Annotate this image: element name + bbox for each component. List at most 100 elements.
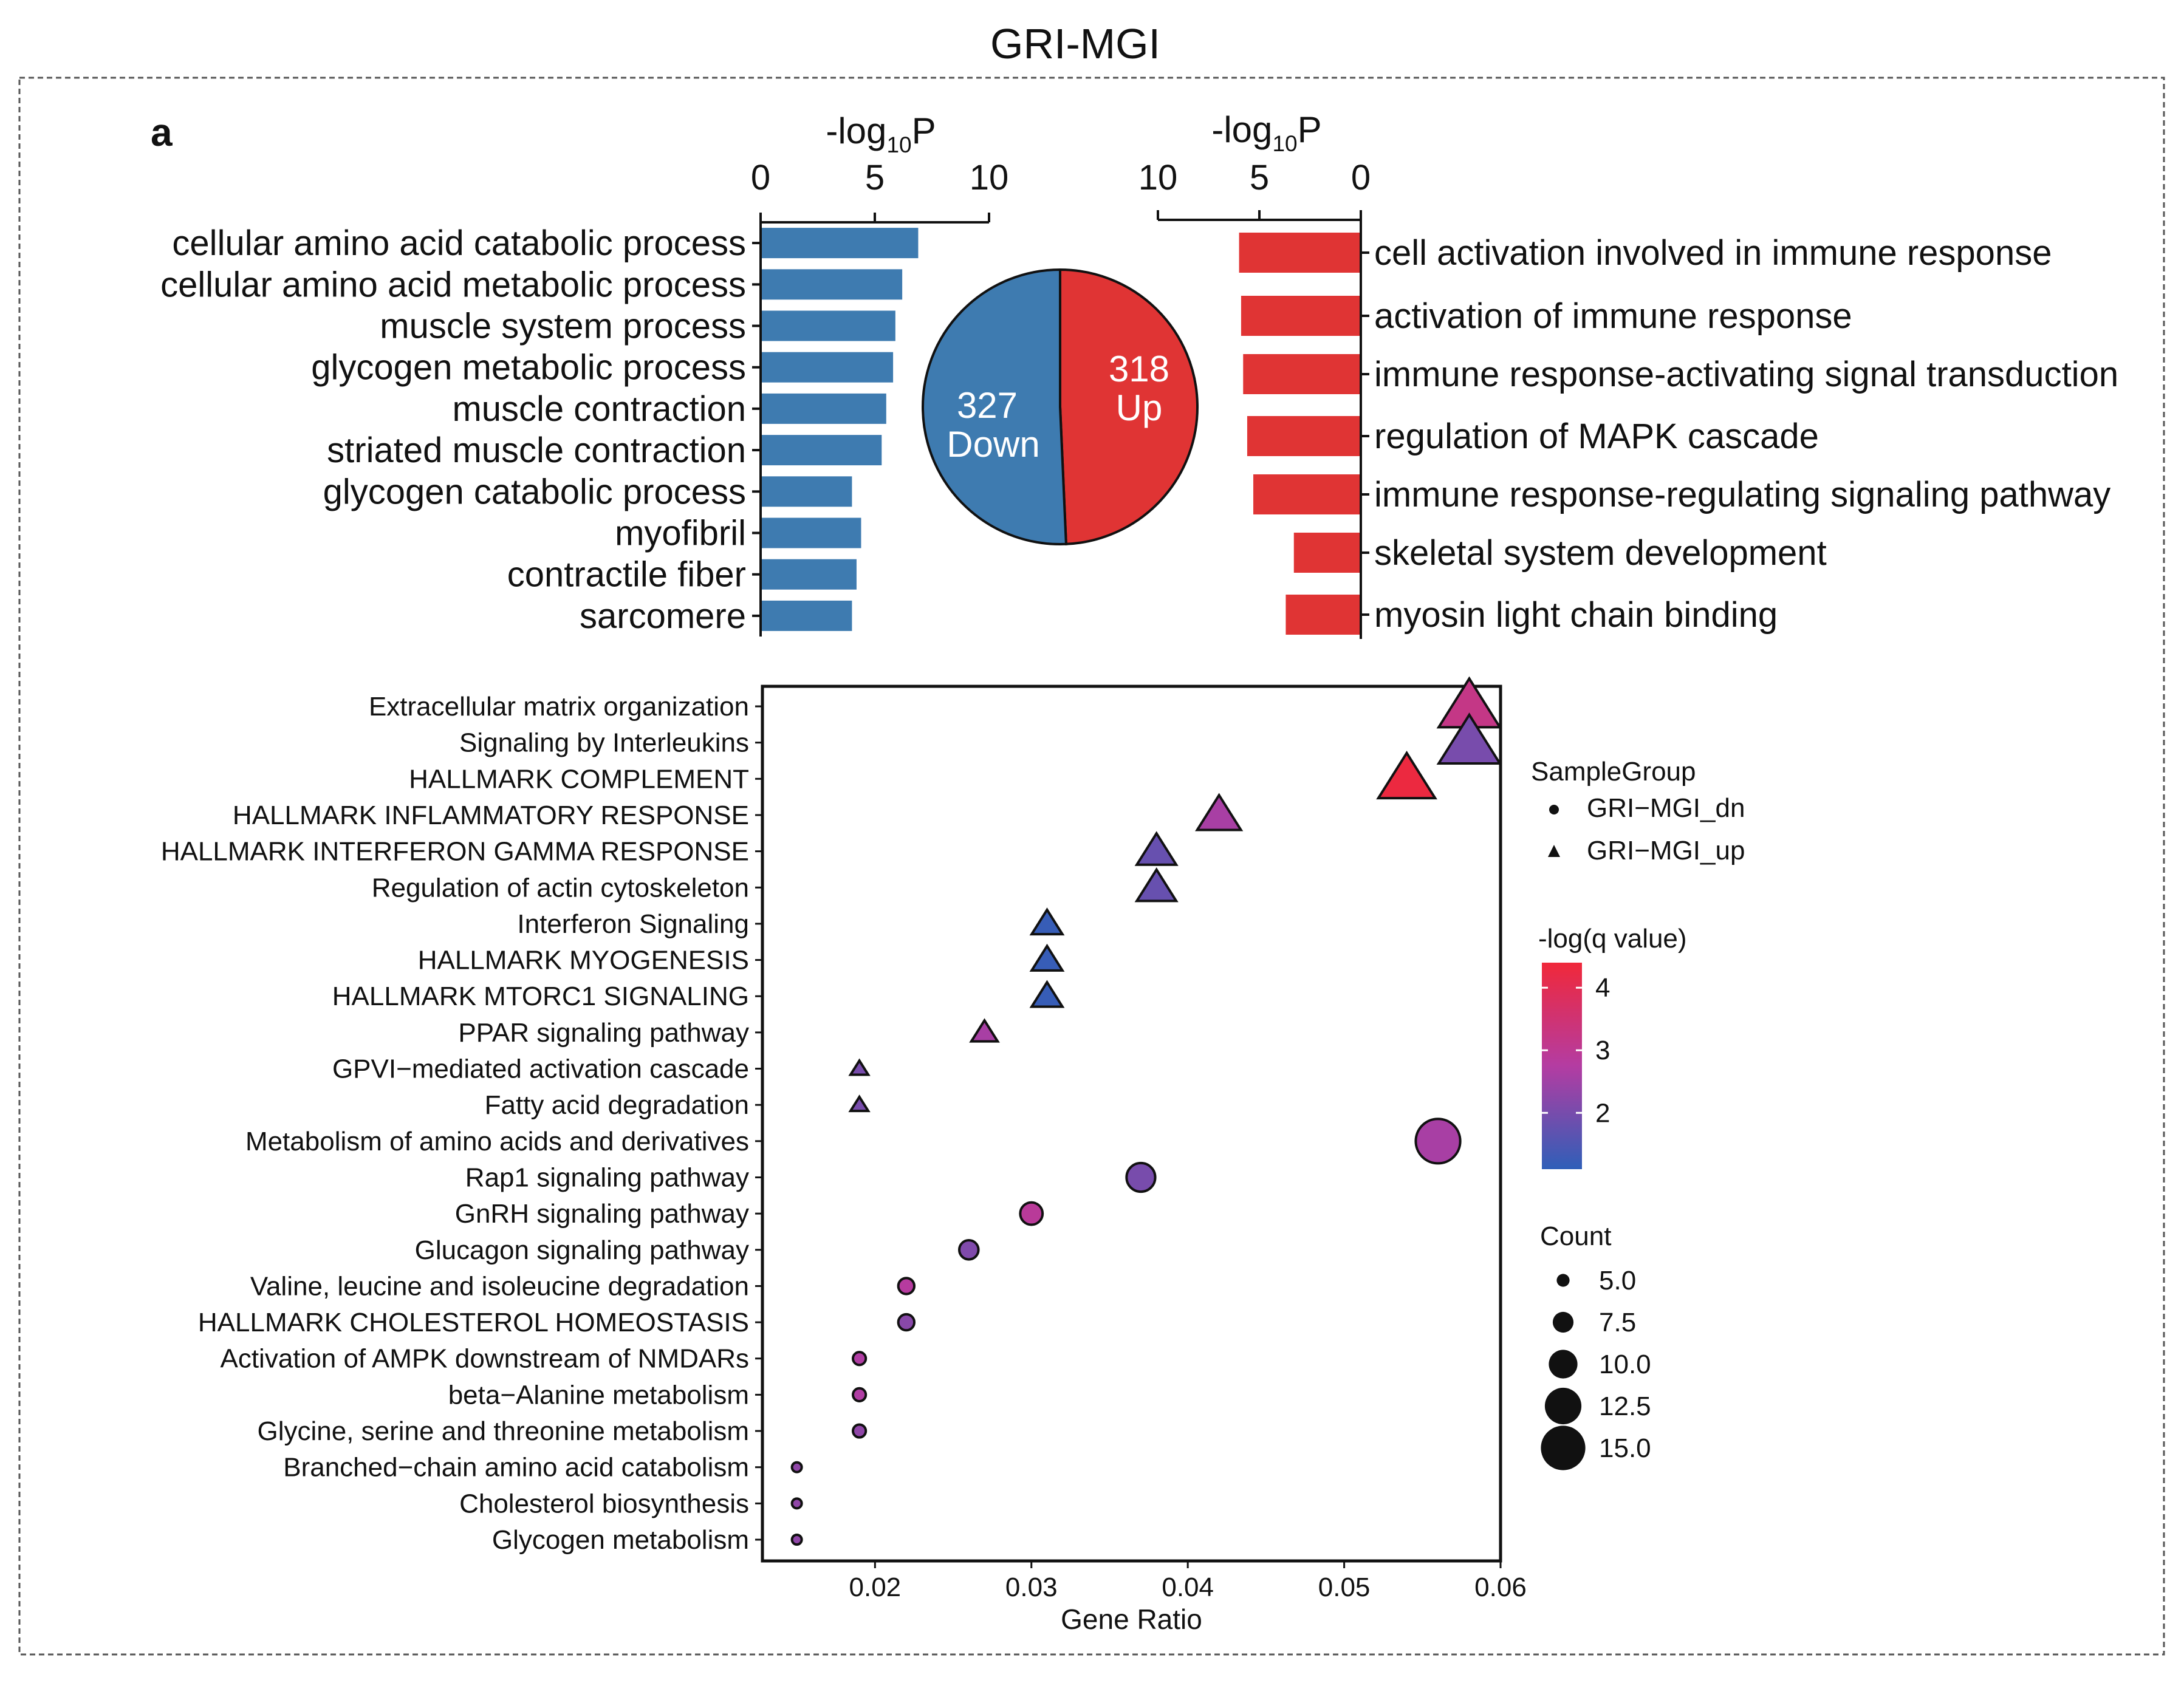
up-bar: [1241, 296, 1360, 336]
legend-size-circle: [1544, 1387, 1582, 1425]
dot-point-triangle: [848, 1094, 871, 1113]
dot-point-triangle: [1134, 867, 1179, 903]
dot-point-circle: [1414, 1118, 1462, 1165]
legend-color-tick-label: 3: [1595, 1036, 1610, 1065]
legend-shape-title: SampleGroup: [1531, 757, 1696, 787]
legend-size-circle: [1552, 1311, 1574, 1333]
up-bar: [1239, 233, 1360, 273]
dot-point-triangle: [969, 1018, 1000, 1043]
legend-color-bar: [1542, 963, 1582, 1169]
pie-slice-up: [1059, 268, 1199, 545]
down-category-label: glycogen catabolic process: [323, 472, 746, 511]
dot-point-circle: [897, 1313, 916, 1332]
dot-point-triangle: [1029, 943, 1065, 972]
panel-label: a: [151, 111, 173, 154]
down-axis-tick-label: 5: [865, 158, 885, 197]
legend-color-tick-label: 4: [1595, 973, 1610, 1003]
down-bar: [762, 269, 903, 300]
down-axis-tick-label: 0: [751, 158, 770, 197]
legend-size-circle: [1549, 1350, 1578, 1379]
dot-category-label: HALLMARK COMPLEMENT: [409, 764, 749, 794]
up-category-label: cell activation involved in immune respo…: [1374, 233, 2052, 273]
dot-point-triangle: [1029, 907, 1065, 936]
dot-category-label: HALLMARK MYOGENESIS: [418, 946, 749, 975]
dot-category-label: Regulation of actin cytoskeleton: [372, 873, 749, 903]
up-axis-title: -log10P: [1211, 109, 1321, 156]
up-bar: [1285, 595, 1360, 635]
dot-point-triangle: [1436, 712, 1502, 765]
down-category-label: sarcomere: [580, 596, 746, 636]
dot-category-label: Interferon Signaling: [517, 909, 749, 939]
dot-point-circle: [790, 1497, 803, 1510]
down-category-label: muscle system process: [380, 307, 746, 346]
down-category-label: contractile fiber: [507, 555, 746, 595]
up-axis-tick-label: 10: [1138, 158, 1178, 197]
dot-category-label: Glycogen metabolism: [492, 1525, 749, 1555]
dot-point-circle: [851, 1351, 868, 1367]
up-category-label: regulation of MAPK cascade: [1374, 417, 1819, 456]
legend-size-circle: [1556, 1274, 1570, 1287]
down-bar: [762, 559, 857, 590]
dot-x-tick-label: 0.03: [1005, 1572, 1058, 1602]
dot-plot: Extracellular matrix organization Signali…: [161, 676, 1527, 1635]
dot-category-label: Extracellular matrix organization: [369, 692, 749, 722]
legend-size-label: 10.0: [1599, 1350, 1651, 1379]
up-bar: [1293, 533, 1360, 573]
dot-x-axis-title: Gene Ratio: [1061, 1603, 1202, 1635]
dot-point-circle: [957, 1238, 980, 1261]
pie-down-label: Down: [947, 424, 1039, 465]
down-bar: [762, 600, 852, 631]
legend-shape-triangle-icon: [1548, 845, 1560, 857]
down-category-label: cellular amino acid metabolic process: [160, 265, 746, 304]
up-category-label: skeletal system development: [1374, 533, 1827, 573]
legend-size-title: Count: [1540, 1221, 1611, 1251]
pie-up-count: 318: [1109, 349, 1169, 389]
dot-x-tick-label: 0.06: [1474, 1572, 1527, 1602]
dot-point-circle: [790, 1534, 803, 1546]
dot-category-label: beta−Alanine metabolism: [448, 1380, 749, 1410]
down-bar: [762, 228, 919, 259]
down-bar: [762, 435, 882, 466]
dot-x-tick-label: 0.02: [849, 1572, 902, 1602]
up-axis-tick-label: 5: [1250, 158, 1269, 197]
dot-category-label: GPVI−mediated activation cascade: [332, 1054, 749, 1084]
legend-size-label: 12.5: [1599, 1391, 1651, 1421]
dot-category-label: Fatty acid degradation: [485, 1090, 749, 1120]
dot-x-tick-label: 0.04: [1162, 1572, 1214, 1602]
legend-size-circle: [1541, 1425, 1586, 1470]
page-title: GRI-MGI: [990, 20, 1160, 67]
dot-point-circle: [897, 1277, 916, 1296]
up-bar: [1247, 416, 1360, 456]
up-category-label: immune response-regulating signaling pat…: [1374, 475, 2110, 514]
legend-shape-circle-icon: [1549, 805, 1559, 814]
dot-point-circle: [1125, 1161, 1157, 1193]
down-axis-tick-label: 10: [970, 158, 1009, 197]
dot-x-tick-label: 0.05: [1318, 1572, 1371, 1602]
down-category-label: myofibril: [615, 514, 746, 553]
dot-category-label: Activation of AMPK downstream of NMDARs: [220, 1344, 749, 1374]
legend-size-label: 15.0: [1599, 1433, 1651, 1463]
down-axis-title: -log10P: [826, 111, 936, 157]
figure-frame: [18, 77, 2165, 1656]
dot-category-label: Cholesterol biosynthesis: [459, 1489, 749, 1518]
dot-point-circle: [1019, 1201, 1044, 1226]
legend-size-label: 5.0: [1599, 1266, 1636, 1296]
dot-category-label: Metabolism of amino acids and derivative…: [245, 1127, 749, 1156]
legend-color-tick-label: 2: [1595, 1098, 1610, 1128]
dot-point-circle: [851, 1423, 868, 1439]
up-category-label: activation of immune response: [1374, 296, 1852, 336]
dot-category-label: HALLMARK MTORC1 SIGNALING: [332, 981, 749, 1011]
dot-category-label: Branched−chain amino acid catabolism: [283, 1453, 749, 1483]
dot-category-label: Glucagon signaling pathway: [415, 1235, 749, 1265]
legend-shape-label: GRI−MGI_dn: [1587, 793, 1745, 823]
dot-point-circle: [851, 1387, 868, 1402]
up-bar: [1253, 474, 1360, 514]
dot-point-triangle: [1134, 831, 1179, 866]
dot-category-label: Valine, leucine and isoleucine degradati…: [250, 1271, 749, 1301]
dot-category-label: HALLMARK INFLAMMATORY RESPONSE: [233, 801, 749, 830]
dot-point-triangle: [848, 1058, 871, 1076]
dot-point-triangle: [1029, 980, 1065, 1008]
